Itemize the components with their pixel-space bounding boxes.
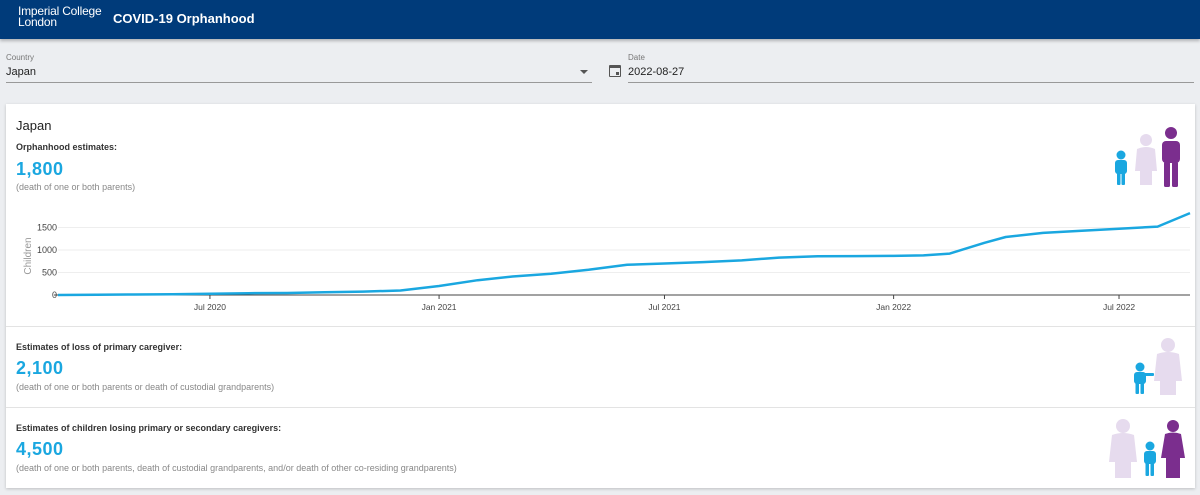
- country-label: Country: [6, 53, 35, 62]
- chevron-down-icon[interactable]: [580, 70, 588, 74]
- secondary-value: 4,500: [16, 439, 64, 459]
- y-tick-label: 500: [42, 268, 57, 278]
- extended-family-icon: [1109, 419, 1185, 478]
- primary-note: (death of one or both parents or death o…: [16, 382, 275, 392]
- grandparent-figure-icon: [1154, 338, 1182, 395]
- x-tick-label: Jul 2022: [1103, 302, 1135, 312]
- secondary-caregiver-section: Estimates of children losing primary or …: [6, 407, 1195, 488]
- calendar-icon[interactable]: [609, 65, 621, 77]
- orphanhood-label: Orphanhood estimates:: [16, 142, 118, 152]
- card-country-title: Japan: [16, 118, 52, 133]
- logo-line1: Imperial College: [18, 4, 102, 18]
- x-tick-label: Jul 2021: [648, 302, 680, 312]
- orphanhood-note: (death of one or both parents): [16, 182, 136, 192]
- grandparent-figure-icon: [1109, 419, 1137, 478]
- x-tick-label: Jan 2021: [422, 302, 457, 312]
- country-value[interactable]: Japan: [6, 66, 36, 78]
- y-axis-label: Children: [23, 237, 34, 274]
- logo-line2: London: [18, 15, 57, 29]
- date-value[interactable]: 2022-08-27: [628, 66, 685, 78]
- top-bar: Imperial College London COVID-19 Orphanh…: [0, 0, 1200, 39]
- date-field[interactable]: Date 2022-08-27: [628, 53, 1194, 83]
- results-card: Japan Orphanhood estimates: 1,800 (death…: [6, 104, 1195, 488]
- app-title: COVID-19 Orphanhood: [113, 11, 255, 26]
- date-label: Date: [628, 53, 645, 62]
- secondary-note: (death of one or both parents, death of …: [16, 463, 457, 473]
- x-axis: Jul 2020 Jan 2021 Jul 2021 Jan 2022 Jul 2022: [194, 295, 1135, 312]
- primary-caregiver-section: Estimates of loss of primary caregiver: …: [6, 326, 1195, 407]
- orphanhood-section: Japan Orphanhood estimates: 1,800 (death…: [6, 104, 1195, 326]
- y-tick-label: 1500: [37, 223, 57, 233]
- primary-label: Estimates of loss of primary caregiver:: [16, 342, 183, 352]
- imperial-logo[interactable]: Imperial College London: [18, 4, 102, 29]
- orphanhood-value: 1,800: [16, 159, 64, 179]
- grandparent-figure-icon: [1135, 134, 1157, 185]
- series-line: [57, 211, 1191, 297]
- child-figure-icon: [1144, 441, 1156, 476]
- y-tick-label: 1000: [37, 245, 57, 255]
- country-select[interactable]: Country Japan: [6, 53, 592, 83]
- child-figure-icon: [1115, 150, 1127, 185]
- child-grandparent-icon: [1134, 338, 1182, 395]
- parent-figure-icon: [1162, 127, 1180, 187]
- family-icon: [1115, 127, 1180, 187]
- child-figure-icon: [1134, 362, 1154, 394]
- parent-figure-icon: [1161, 420, 1185, 478]
- secondary-label: Estimates of children losing primary or …: [16, 423, 282, 433]
- x-tick-label: Jan 2022: [876, 302, 911, 312]
- primary-value: 2,100: [16, 358, 64, 378]
- x-tick-label: Jul 2020: [194, 302, 226, 312]
